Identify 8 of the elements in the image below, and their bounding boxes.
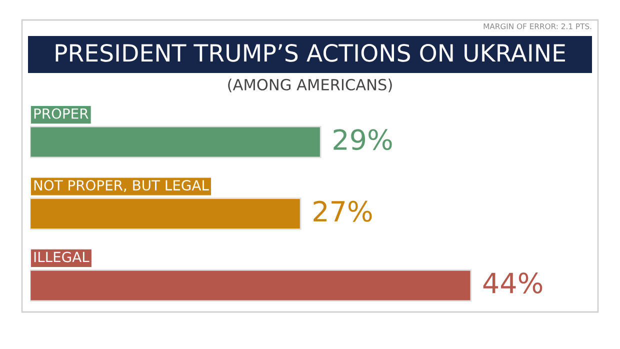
chart-title: PRESIDENT TRUMP’S ACTIONS ON UKRAINE [56,44,565,62]
y-tick-label: PROPER [34,108,88,119]
y-tick-label: NOT PROPER, BUT LEGAL [34,180,209,192]
data-label: 44% [483,272,542,294]
y-tick-label: ILLEGAL [34,252,90,262]
data-label: 27% [314,200,372,222]
chart-subtitle: (AMONG AMERICANS) [228,78,392,92]
data-label: 29% [334,129,392,150]
